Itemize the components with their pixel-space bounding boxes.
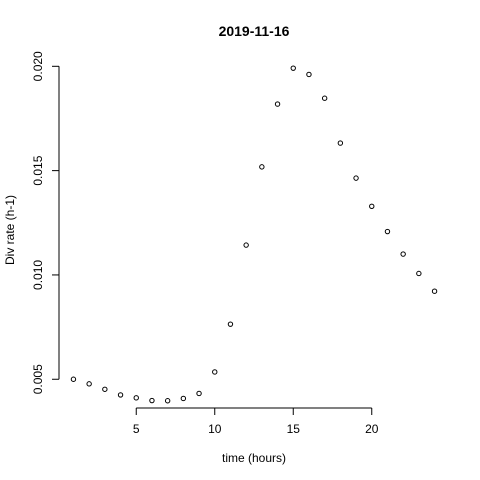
data-point — [353, 175, 359, 181]
y-tick-label: 0.005 — [31, 364, 45, 394]
data-point — [243, 242, 249, 248]
data-points — [70, 65, 438, 404]
data-point — [369, 203, 375, 209]
x-tick-label: 10 — [208, 422, 222, 436]
data-point — [227, 321, 234, 327]
x-axis: 5 10 15 20 — [133, 407, 379, 436]
x-ticks: 5 10 15 20 — [133, 408, 379, 436]
data-point — [180, 395, 187, 402]
data-point — [164, 398, 171, 404]
data-point — [196, 390, 202, 397]
data-point — [384, 228, 391, 235]
y-axis: 0.005 0.010 0.015 0.020 — [31, 51, 60, 394]
data-point — [416, 270, 422, 277]
x-tick-label: 20 — [365, 422, 379, 436]
x-axis-label: time (hours) — [222, 451, 286, 465]
x-tick-label: 5 — [133, 422, 140, 436]
x-tick-label: 15 — [287, 422, 301, 436]
data-point — [117, 392, 124, 398]
data-point — [431, 288, 438, 294]
data-point — [259, 164, 265, 170]
data-point — [321, 95, 328, 101]
data-point — [306, 71, 312, 78]
y-tick-label: 0.015 — [31, 155, 45, 185]
data-point — [70, 376, 77, 382]
data-point — [102, 386, 108, 392]
data-point — [133, 395, 139, 401]
data-point — [86, 381, 92, 387]
data-point — [212, 369, 218, 375]
data-point — [290, 65, 296, 71]
data-point — [274, 101, 281, 107]
data-point — [149, 397, 155, 404]
y-axis-label: Div rate (h-1) — [3, 195, 17, 265]
y-tick-label: 0.020 — [31, 51, 45, 81]
data-point — [337, 140, 344, 146]
y-ticks: 0.005 0.010 0.015 0.020 — [31, 51, 59, 394]
y-tick-label: 0.010 — [31, 260, 45, 290]
chart-title: 2019-11-16 — [219, 23, 290, 39]
data-point — [400, 251, 406, 257]
